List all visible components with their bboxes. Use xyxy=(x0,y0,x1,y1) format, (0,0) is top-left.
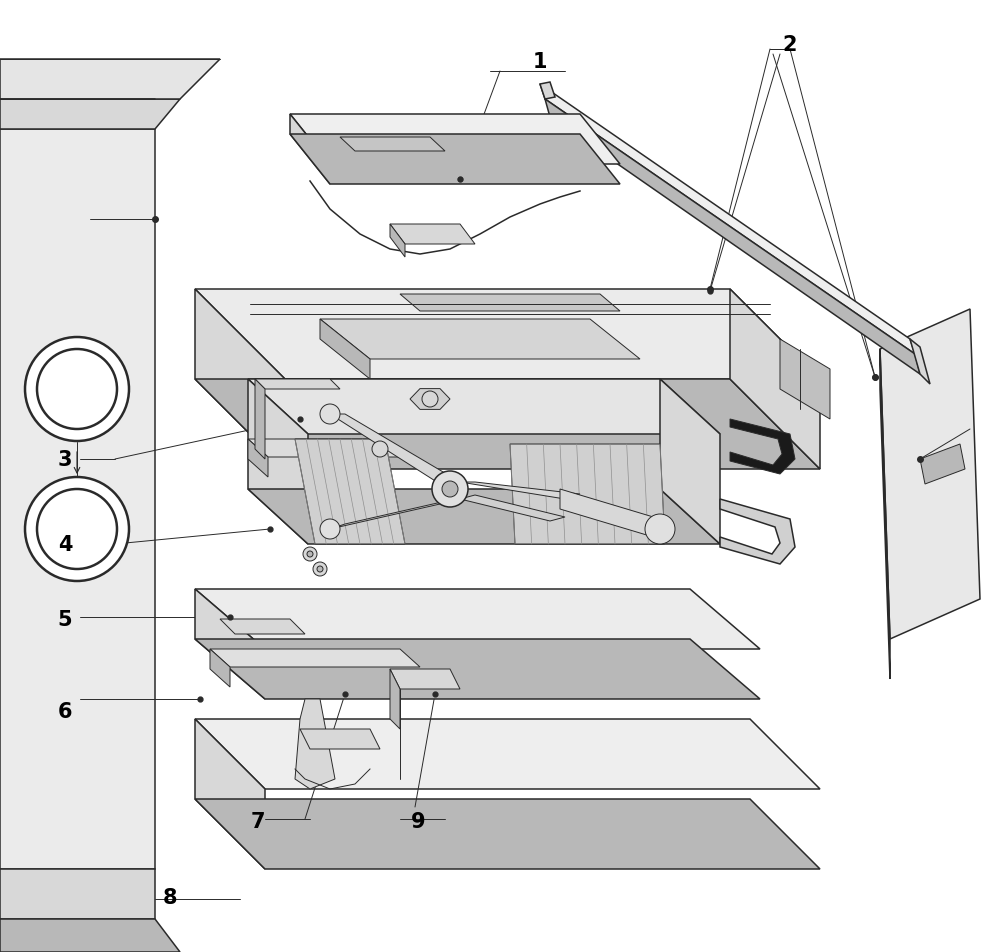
Polygon shape xyxy=(248,489,720,545)
Circle shape xyxy=(372,442,388,458)
Text: 5: 5 xyxy=(58,609,72,629)
Polygon shape xyxy=(390,669,460,689)
Text: 3: 3 xyxy=(58,449,72,469)
Polygon shape xyxy=(300,729,380,749)
Polygon shape xyxy=(730,420,795,474)
Polygon shape xyxy=(0,100,180,129)
Circle shape xyxy=(37,489,117,569)
Circle shape xyxy=(37,349,117,429)
Polygon shape xyxy=(540,83,555,100)
Polygon shape xyxy=(295,440,405,545)
Polygon shape xyxy=(320,320,370,380)
Text: 4: 4 xyxy=(58,534,72,554)
Circle shape xyxy=(442,482,458,498)
Polygon shape xyxy=(248,440,268,478)
Circle shape xyxy=(645,514,675,545)
Polygon shape xyxy=(195,289,285,469)
Text: 8: 8 xyxy=(163,887,177,907)
Text: 2: 2 xyxy=(783,35,797,55)
Polygon shape xyxy=(560,489,660,540)
Polygon shape xyxy=(330,500,455,529)
Circle shape xyxy=(422,391,438,407)
Circle shape xyxy=(317,566,323,572)
Polygon shape xyxy=(390,225,405,258)
Polygon shape xyxy=(880,349,890,680)
Polygon shape xyxy=(255,380,340,389)
Polygon shape xyxy=(720,500,795,565)
Polygon shape xyxy=(255,380,265,460)
Polygon shape xyxy=(195,380,820,469)
Polygon shape xyxy=(410,389,450,410)
Polygon shape xyxy=(780,340,830,420)
Polygon shape xyxy=(540,85,915,355)
Polygon shape xyxy=(195,289,820,380)
Polygon shape xyxy=(0,919,180,952)
Polygon shape xyxy=(340,138,445,151)
Circle shape xyxy=(303,547,317,562)
Circle shape xyxy=(25,478,129,582)
Polygon shape xyxy=(295,700,335,789)
Circle shape xyxy=(25,338,129,442)
Polygon shape xyxy=(660,380,720,545)
Circle shape xyxy=(307,551,313,558)
Polygon shape xyxy=(290,115,330,185)
Text: 9: 9 xyxy=(411,811,425,831)
Polygon shape xyxy=(400,295,620,311)
Polygon shape xyxy=(460,483,580,500)
Polygon shape xyxy=(0,60,220,100)
Circle shape xyxy=(320,405,340,425)
Text: 6: 6 xyxy=(58,702,72,722)
Polygon shape xyxy=(545,100,920,374)
Polygon shape xyxy=(210,649,420,667)
Polygon shape xyxy=(195,640,760,700)
Circle shape xyxy=(432,471,468,507)
Text: 1: 1 xyxy=(533,52,547,72)
Polygon shape xyxy=(510,445,665,545)
Text: 7: 7 xyxy=(251,811,265,831)
Polygon shape xyxy=(195,720,820,789)
Polygon shape xyxy=(390,225,475,245)
Polygon shape xyxy=(290,115,620,165)
Polygon shape xyxy=(880,309,980,640)
Polygon shape xyxy=(195,720,265,869)
Polygon shape xyxy=(730,289,820,469)
Polygon shape xyxy=(248,380,720,434)
Polygon shape xyxy=(195,799,820,869)
Circle shape xyxy=(313,563,327,576)
Polygon shape xyxy=(460,495,565,522)
Polygon shape xyxy=(330,414,455,485)
Polygon shape xyxy=(195,589,265,700)
Polygon shape xyxy=(920,445,965,485)
Polygon shape xyxy=(0,869,155,919)
Polygon shape xyxy=(0,129,155,869)
Polygon shape xyxy=(910,340,930,385)
Polygon shape xyxy=(320,320,640,360)
Polygon shape xyxy=(390,669,400,729)
Polygon shape xyxy=(195,589,760,649)
Polygon shape xyxy=(220,620,305,634)
Polygon shape xyxy=(290,135,620,185)
Polygon shape xyxy=(248,440,400,458)
Polygon shape xyxy=(248,380,308,545)
Circle shape xyxy=(320,520,340,540)
Polygon shape xyxy=(210,649,230,687)
